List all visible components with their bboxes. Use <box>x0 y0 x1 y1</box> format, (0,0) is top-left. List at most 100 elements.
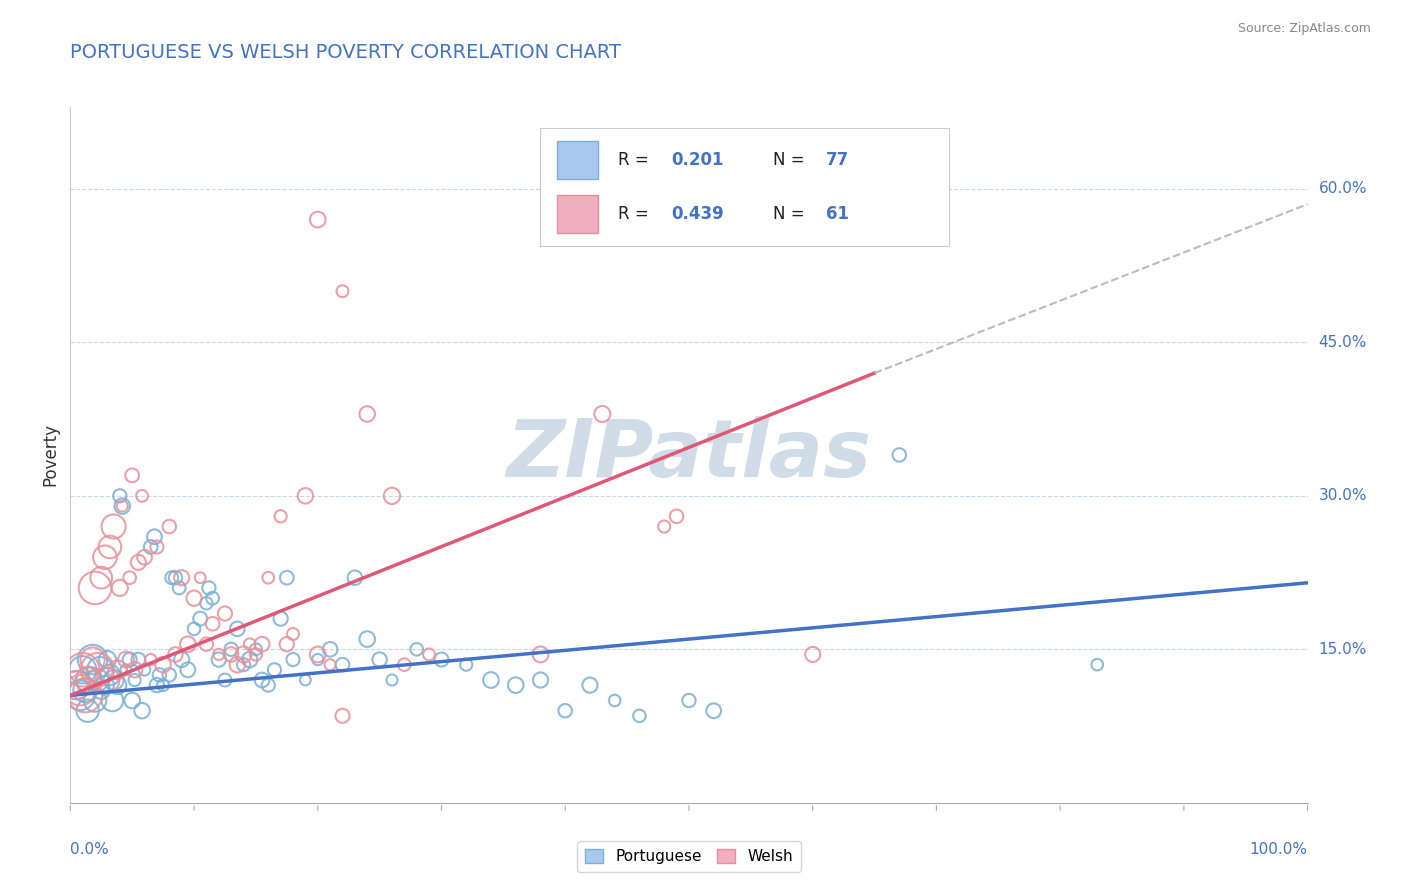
Point <box>76 704 98 718</box>
Point <box>65 678 87 692</box>
Point <box>103 519 125 533</box>
Point <box>198 581 221 595</box>
Point <box>232 657 254 672</box>
Point <box>628 708 651 723</box>
Text: 15.0%: 15.0% <box>1319 642 1367 657</box>
Point <box>167 581 190 595</box>
Point <box>124 663 146 677</box>
Point <box>98 668 121 682</box>
Point <box>84 693 107 707</box>
Point <box>69 683 91 698</box>
Point <box>250 673 273 687</box>
Point <box>319 642 342 657</box>
Point <box>131 489 153 503</box>
Point <box>146 678 169 692</box>
Point <box>239 637 262 651</box>
Point <box>65 678 87 692</box>
Point <box>77 673 100 687</box>
Point <box>131 704 153 718</box>
Point <box>405 642 427 657</box>
Point <box>381 489 404 503</box>
Text: 0.0%: 0.0% <box>70 842 110 856</box>
Point <box>115 663 138 677</box>
Point <box>226 657 249 672</box>
Point <box>121 693 143 707</box>
Point <box>146 540 169 554</box>
Point <box>105 663 128 677</box>
Point <box>263 663 285 677</box>
Point <box>219 648 242 662</box>
Point <box>96 652 118 666</box>
Point <box>82 652 104 666</box>
Point <box>257 571 280 585</box>
Point <box>665 509 688 524</box>
Point <box>72 663 94 677</box>
Point <box>139 540 162 554</box>
Point <box>276 571 298 585</box>
Point <box>332 708 354 723</box>
Point <box>127 652 149 666</box>
Point <box>281 652 304 666</box>
Point <box>554 704 576 718</box>
Point <box>201 591 224 606</box>
Point <box>94 678 117 692</box>
Point <box>195 637 218 651</box>
Point <box>219 642 242 657</box>
Text: ZIPatlas: ZIPatlas <box>506 416 872 494</box>
Point <box>505 678 527 692</box>
Point <box>86 663 108 677</box>
Text: 30.0%: 30.0% <box>1319 488 1367 503</box>
Point <box>188 571 211 585</box>
Point <box>90 571 112 585</box>
Point <box>89 663 111 677</box>
Point <box>307 652 329 666</box>
Point <box>105 678 128 692</box>
Point <box>101 693 124 707</box>
Point <box>368 652 391 666</box>
Point <box>157 668 180 682</box>
Point <box>430 652 453 666</box>
Point <box>188 612 211 626</box>
Point <box>332 284 354 298</box>
Point <box>118 652 141 666</box>
Point <box>276 637 298 651</box>
Point <box>134 663 156 677</box>
Y-axis label: Poverty: Poverty <box>41 424 59 486</box>
Point <box>139 652 162 666</box>
Point <box>529 648 551 662</box>
Point <box>394 657 416 672</box>
Point <box>165 571 187 585</box>
Point <box>208 648 231 662</box>
Point <box>121 468 143 483</box>
Point <box>801 648 824 662</box>
Point <box>72 663 94 677</box>
Point <box>143 530 166 544</box>
Point <box>183 591 205 606</box>
Point <box>652 519 675 533</box>
Point <box>177 663 200 677</box>
Point <box>603 693 626 707</box>
Point <box>94 550 117 565</box>
Point <box>157 519 180 533</box>
Point <box>152 657 174 672</box>
Point <box>165 648 187 662</box>
Point <box>319 657 342 672</box>
Point <box>239 652 262 666</box>
Point <box>127 555 149 569</box>
Point <box>245 642 267 657</box>
Text: 45.0%: 45.0% <box>1319 334 1367 350</box>
Point <box>75 689 97 703</box>
Point <box>294 673 316 687</box>
Point <box>152 678 174 692</box>
Point <box>232 648 254 662</box>
Point <box>75 683 97 698</box>
Point <box>381 673 404 687</box>
Point <box>208 652 231 666</box>
Point <box>294 489 316 503</box>
Point <box>77 673 100 687</box>
Point <box>479 673 502 687</box>
Point <box>86 673 108 687</box>
Point <box>270 612 292 626</box>
Text: PORTUGUESE VS WELSH POVERTY CORRELATION CHART: PORTUGUESE VS WELSH POVERTY CORRELATION … <box>70 44 621 62</box>
Point <box>148 668 170 682</box>
